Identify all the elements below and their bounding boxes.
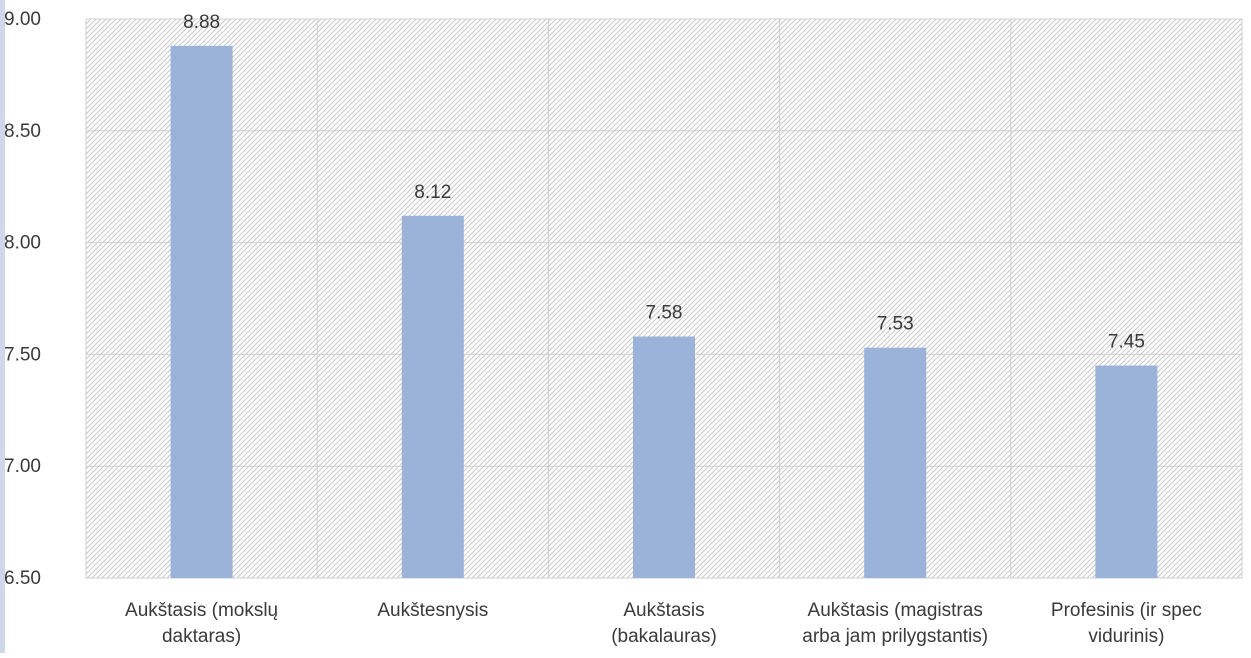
gridlines — [86, 18, 1242, 579]
bar — [633, 336, 695, 578]
y-tick-label: 6.50 — [4, 568, 41, 589]
x-tick-label: Aukštasis (bakalauras) — [611, 600, 717, 647]
left-edge-stripe — [0, 0, 5, 653]
bars — [170, 45, 1158, 578]
data-label: 7.58 — [646, 303, 683, 324]
bar — [401, 215, 464, 578]
data-label: 7.45 — [1108, 332, 1145, 353]
x-axis-ticks: Aukštasis (mokslų daktaras) Aukštesnysis Au… — [125, 600, 1202, 647]
x-tick-label: Profesinis (ir spec vidurinis) — [1051, 600, 1202, 647]
y-axis-ticks: 6.50 7.00 7.50 8.00 8.50 9.00 — [4, 9, 41, 589]
y-tick-label: 8.00 — [4, 233, 41, 254]
data-label: 8.88 — [183, 12, 220, 33]
x-tick-label: Aukštasis (magistras arba jam prilygstant… — [802, 600, 988, 647]
x-tick-label: Aukštesnysis — [377, 600, 488, 621]
bar — [170, 45, 233, 578]
y-tick-label: 9.00 — [4, 9, 41, 30]
bar — [864, 347, 927, 578]
x-tick-label: Aukštasis (mokslų daktaras) — [125, 600, 278, 647]
data-label: 7.53 — [877, 314, 914, 335]
y-tick-label: 7.00 — [4, 456, 41, 477]
y-tick-label: 7.50 — [4, 344, 41, 365]
bar — [1095, 365, 1158, 578]
data-label: 8.12 — [414, 182, 451, 203]
y-tick-label: 8.50 — [4, 121, 41, 142]
data-labels: 8.88 8.12 7.58 7.53 7.45 — [183, 12, 1145, 353]
